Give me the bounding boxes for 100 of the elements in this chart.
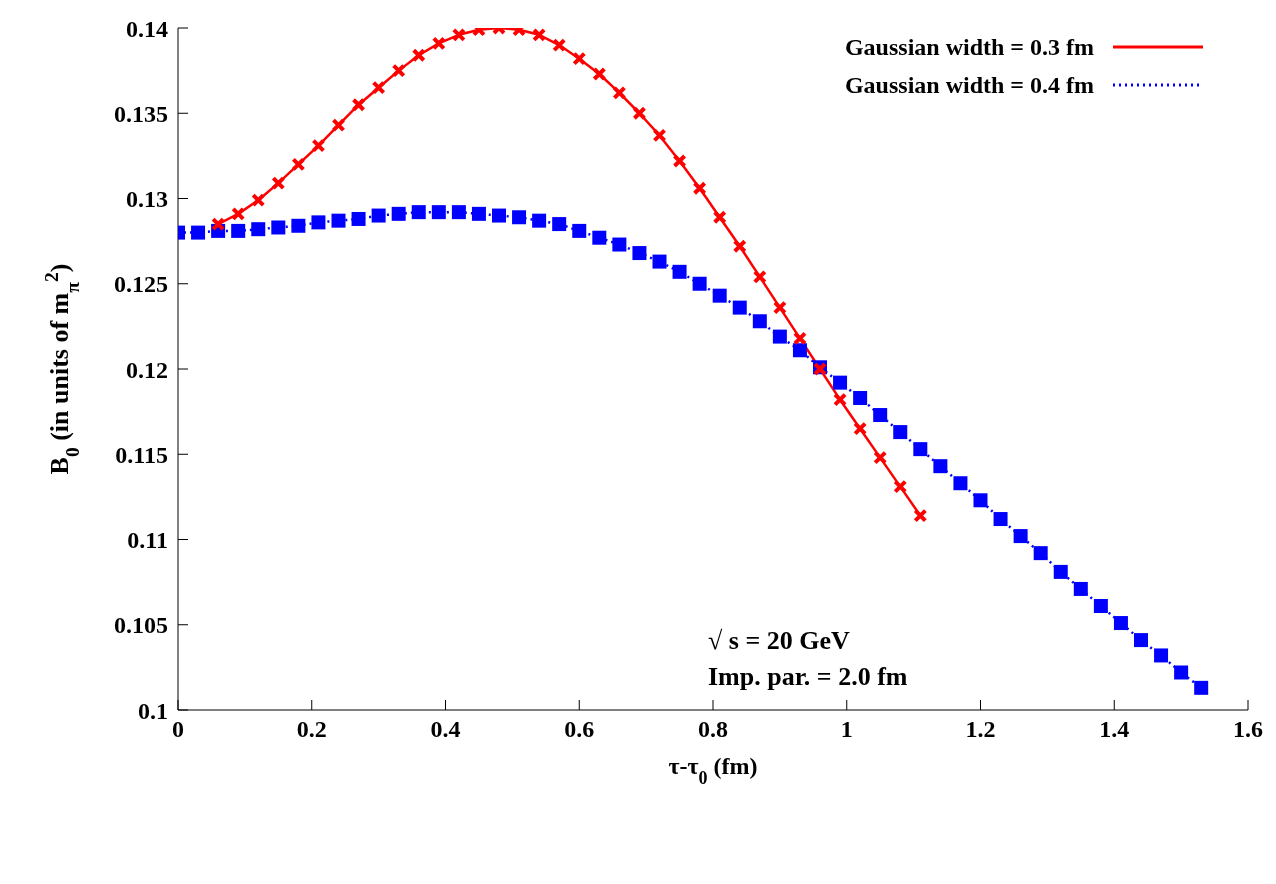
point <box>913 508 928 523</box>
point <box>1174 665 1189 680</box>
point <box>893 479 908 494</box>
point <box>1093 599 1108 613</box>
point <box>552 217 567 232</box>
point <box>1134 633 1148 648</box>
point <box>592 230 607 245</box>
point <box>572 51 587 66</box>
point <box>752 314 767 329</box>
point <box>913 442 928 457</box>
x-tick-label: 0.8 <box>698 716 728 743</box>
point <box>893 425 908 440</box>
point <box>331 118 346 133</box>
point <box>772 300 787 315</box>
point <box>612 237 627 252</box>
point <box>632 106 647 121</box>
point <box>1033 546 1048 561</box>
point <box>572 223 587 238</box>
point <box>492 208 506 223</box>
point <box>211 217 226 232</box>
point <box>692 276 707 291</box>
point <box>873 450 888 465</box>
point <box>271 176 286 191</box>
x-tick-label: 1.6 <box>1233 716 1263 743</box>
x-tick-label: 1.4 <box>1099 716 1130 743</box>
point <box>371 208 386 223</box>
point <box>672 153 687 168</box>
point <box>451 28 466 42</box>
point <box>532 28 547 42</box>
annotation: √ s = 20 GeV <box>708 625 851 657</box>
point <box>291 157 306 172</box>
x-axis-title: τ-τ$_{0}$ (fm) <box>668 753 758 788</box>
point <box>772 329 787 344</box>
point <box>1053 564 1068 579</box>
point <box>973 493 988 508</box>
y-tick-label: 0.135 <box>114 100 168 127</box>
point <box>1194 680 1209 695</box>
point <box>792 343 807 358</box>
point <box>612 85 627 100</box>
y-tick-label: 0.105 <box>114 612 168 639</box>
point <box>191 225 206 240</box>
point <box>672 264 687 279</box>
point <box>1073 581 1088 596</box>
point <box>833 375 848 390</box>
point <box>311 138 326 153</box>
point <box>592 67 607 82</box>
point <box>632 246 647 261</box>
point <box>1154 648 1169 663</box>
point <box>692 181 707 196</box>
point <box>311 215 326 230</box>
point <box>251 222 266 237</box>
point <box>712 288 727 303</box>
point <box>512 210 527 225</box>
point <box>411 48 426 63</box>
x-tick-label: 0.6 <box>564 716 595 743</box>
x-tick-label: 1.2 <box>965 716 996 743</box>
point <box>291 218 306 233</box>
x-tick-label: 0.4 <box>430 716 461 743</box>
y-tick-label: 0.13 <box>126 186 168 213</box>
point <box>431 36 446 51</box>
legend-label: Gaussian width = 0.3 fm <box>844 33 1094 61</box>
x-tick-label: 0 <box>172 716 184 743</box>
point <box>552 38 567 53</box>
point <box>712 210 727 225</box>
point <box>953 476 968 491</box>
point <box>471 206 486 221</box>
point <box>532 213 547 228</box>
y-tick-label: 0.115 <box>115 441 168 468</box>
point <box>431 205 446 220</box>
legend-label: Gaussian width = 0.4 fm <box>844 71 1094 99</box>
point <box>732 300 747 315</box>
point <box>1113 616 1128 631</box>
point <box>732 239 747 254</box>
point <box>391 63 406 78</box>
point <box>993 512 1008 527</box>
x-tick-label: 1 <box>840 716 853 743</box>
point <box>231 223 246 238</box>
point <box>652 254 667 269</box>
point <box>351 97 366 112</box>
point <box>251 193 266 208</box>
annotation: Imp. par. = 2.0 fm <box>708 661 908 693</box>
point <box>1013 529 1028 544</box>
point <box>873 408 888 423</box>
point <box>451 205 466 220</box>
point <box>331 213 346 228</box>
y-tick-label: 0.14 <box>126 15 168 42</box>
point <box>391 206 406 221</box>
point <box>652 128 667 143</box>
y-tick-label: 0.1 <box>138 697 168 724</box>
point <box>792 331 807 346</box>
point <box>933 459 948 474</box>
y-tick-label: 0.11 <box>127 527 168 554</box>
y-tick-label: 0.12 <box>126 356 168 383</box>
x-tick-label: 0.2 <box>296 716 327 743</box>
point <box>351 211 366 226</box>
point <box>853 390 868 405</box>
point <box>833 392 848 407</box>
point <box>371 80 386 95</box>
point <box>853 421 868 436</box>
point <box>271 220 286 235</box>
